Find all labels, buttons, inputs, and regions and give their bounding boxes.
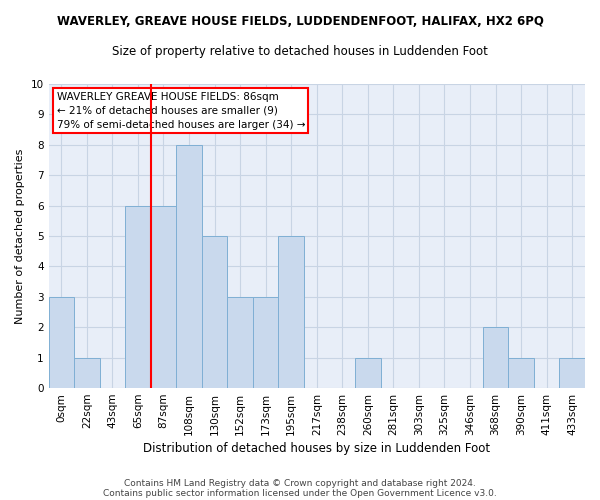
Bar — [176, 145, 202, 388]
X-axis label: Distribution of detached houses by size in Luddenden Foot: Distribution of detached houses by size … — [143, 442, 490, 455]
Bar — [559, 358, 585, 388]
Bar — [151, 206, 176, 388]
Text: Contains HM Land Registry data © Crown copyright and database right 2024.: Contains HM Land Registry data © Crown c… — [124, 478, 476, 488]
Text: Contains public sector information licensed under the Open Government Licence v3: Contains public sector information licen… — [103, 488, 497, 498]
Bar — [483, 328, 508, 388]
Y-axis label: Number of detached properties: Number of detached properties — [15, 148, 25, 324]
Bar — [253, 297, 278, 388]
Text: WAVERLEY GREAVE HOUSE FIELDS: 86sqm
← 21% of detached houses are smaller (9)
79%: WAVERLEY GREAVE HOUSE FIELDS: 86sqm ← 21… — [56, 92, 305, 130]
Bar — [508, 358, 534, 388]
Bar — [278, 236, 304, 388]
Bar — [74, 358, 100, 388]
Text: Size of property relative to detached houses in Luddenden Foot: Size of property relative to detached ho… — [112, 45, 488, 58]
Bar — [49, 297, 74, 388]
Text: WAVERLEY, GREAVE HOUSE FIELDS, LUDDENDENFOOT, HALIFAX, HX2 6PQ: WAVERLEY, GREAVE HOUSE FIELDS, LUDDENDEN… — [56, 15, 544, 28]
Bar — [227, 297, 253, 388]
Bar — [355, 358, 380, 388]
Bar — [125, 206, 151, 388]
Bar — [202, 236, 227, 388]
